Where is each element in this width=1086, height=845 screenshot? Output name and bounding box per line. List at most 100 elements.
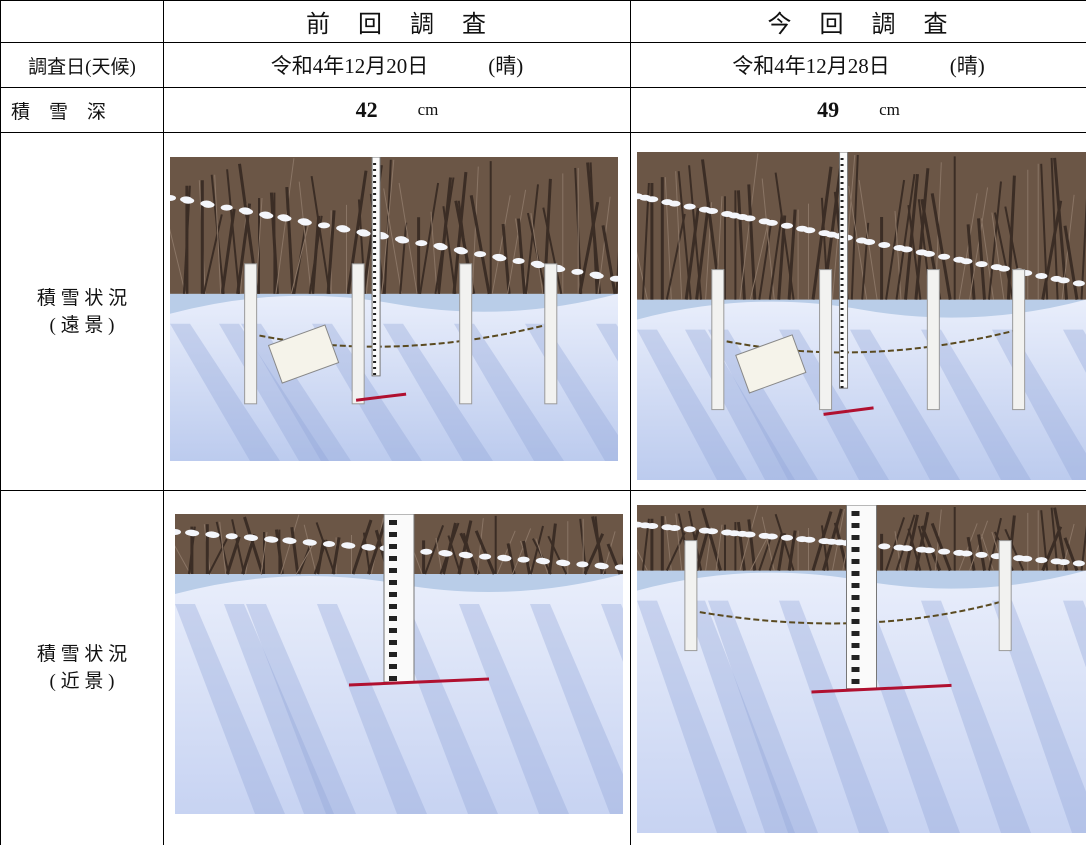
pole	[459, 263, 473, 405]
depth-value: 49	[817, 97, 840, 122]
branch	[988, 181, 1002, 300]
photo-near-current	[637, 505, 1086, 833]
staff-mark	[851, 619, 860, 624]
snow-clump	[639, 522, 652, 529]
snow-clump	[336, 225, 349, 232]
snow-clump	[225, 533, 238, 540]
staff-mark	[840, 386, 844, 388]
snow-clump	[938, 548, 951, 555]
staff-mark	[851, 631, 860, 636]
pole	[998, 540, 1012, 652]
snow-clump	[474, 251, 487, 258]
staff-mark	[851, 571, 860, 576]
border	[0, 87, 1086, 88]
staff-mark	[840, 362, 844, 364]
sign	[735, 334, 807, 394]
branch	[452, 171, 468, 294]
staff-mark	[851, 523, 860, 528]
branch	[758, 535, 773, 571]
branch	[833, 522, 849, 571]
weather: (晴)	[949, 54, 985, 78]
branch	[958, 523, 978, 571]
branch	[665, 213, 686, 300]
snow-clump	[341, 542, 354, 549]
snow-clump	[512, 257, 525, 264]
rope	[717, 328, 1019, 354]
branch	[958, 193, 978, 300]
branch	[381, 159, 395, 294]
snow-clump	[736, 213, 749, 220]
branch	[542, 207, 563, 295]
staff-mark	[840, 356, 844, 358]
snow-clump	[1050, 275, 1063, 282]
snow-clump	[609, 275, 618, 282]
branch	[895, 514, 916, 571]
snow-clump	[639, 194, 652, 201]
snow-clump	[683, 203, 696, 210]
date-cell: 令和4年12月20日 (晴)	[164, 43, 630, 87]
staff-mark	[373, 337, 377, 339]
branch	[398, 182, 418, 294]
staff-mark	[840, 314, 844, 316]
staff-mark	[373, 361, 377, 363]
branch	[969, 187, 989, 300]
snow-clump	[893, 244, 906, 251]
staff-mark	[389, 652, 397, 657]
branch	[439, 522, 460, 575]
staff-mark	[840, 248, 844, 250]
snow-clump	[614, 564, 623, 571]
snow-clump	[323, 541, 335, 547]
snow	[175, 574, 623, 814]
branch	[787, 209, 797, 300]
snow-clump	[200, 200, 213, 207]
staff-mark	[840, 296, 844, 298]
snow-clump	[415, 240, 428, 247]
staff-mark	[851, 583, 860, 588]
snow-clump	[833, 539, 846, 546]
branch	[695, 526, 711, 572]
staff-mark	[840, 308, 844, 310]
snow-clump	[453, 247, 466, 254]
snow-clump	[893, 544, 906, 551]
border	[0, 42, 1086, 43]
shadow	[637, 600, 747, 833]
staff-mark	[389, 544, 397, 549]
branch	[930, 522, 952, 572]
base-bar	[355, 392, 407, 402]
branch	[435, 537, 443, 575]
label-line: 積 雪 状 況	[36, 287, 128, 309]
branch	[275, 158, 295, 294]
snow-clump	[953, 549, 966, 556]
branch	[747, 519, 757, 571]
shadow	[317, 604, 427, 814]
shadow	[685, 600, 795, 833]
staff-mark	[840, 206, 844, 208]
pole	[351, 263, 365, 405]
branch	[583, 533, 605, 575]
staff-mark	[840, 338, 844, 340]
staff-mark	[840, 182, 844, 184]
shadow	[241, 323, 351, 461]
snow-clump	[438, 550, 451, 556]
label-line: ( 近 景 )	[49, 671, 115, 692]
branch	[226, 169, 241, 294]
branch	[930, 193, 952, 300]
staff-mark	[851, 559, 860, 564]
shadow	[850, 600, 960, 833]
row-label: 積 雪 状 況 ( 近 景 )	[1, 491, 163, 845]
branch	[331, 537, 341, 575]
staff-mark	[373, 343, 377, 345]
shadow	[383, 323, 493, 461]
branch	[419, 182, 440, 294]
measuring-staff	[846, 505, 877, 690]
staff-mark	[840, 284, 844, 286]
shadow	[637, 329, 747, 480]
sign	[267, 324, 340, 384]
unit: cm	[417, 100, 439, 119]
branch	[749, 221, 769, 300]
staff-mark	[840, 326, 844, 328]
branch	[207, 538, 228, 575]
snow-clump	[1072, 280, 1085, 287]
staff-mark	[389, 640, 397, 645]
staff-mark	[851, 535, 860, 540]
